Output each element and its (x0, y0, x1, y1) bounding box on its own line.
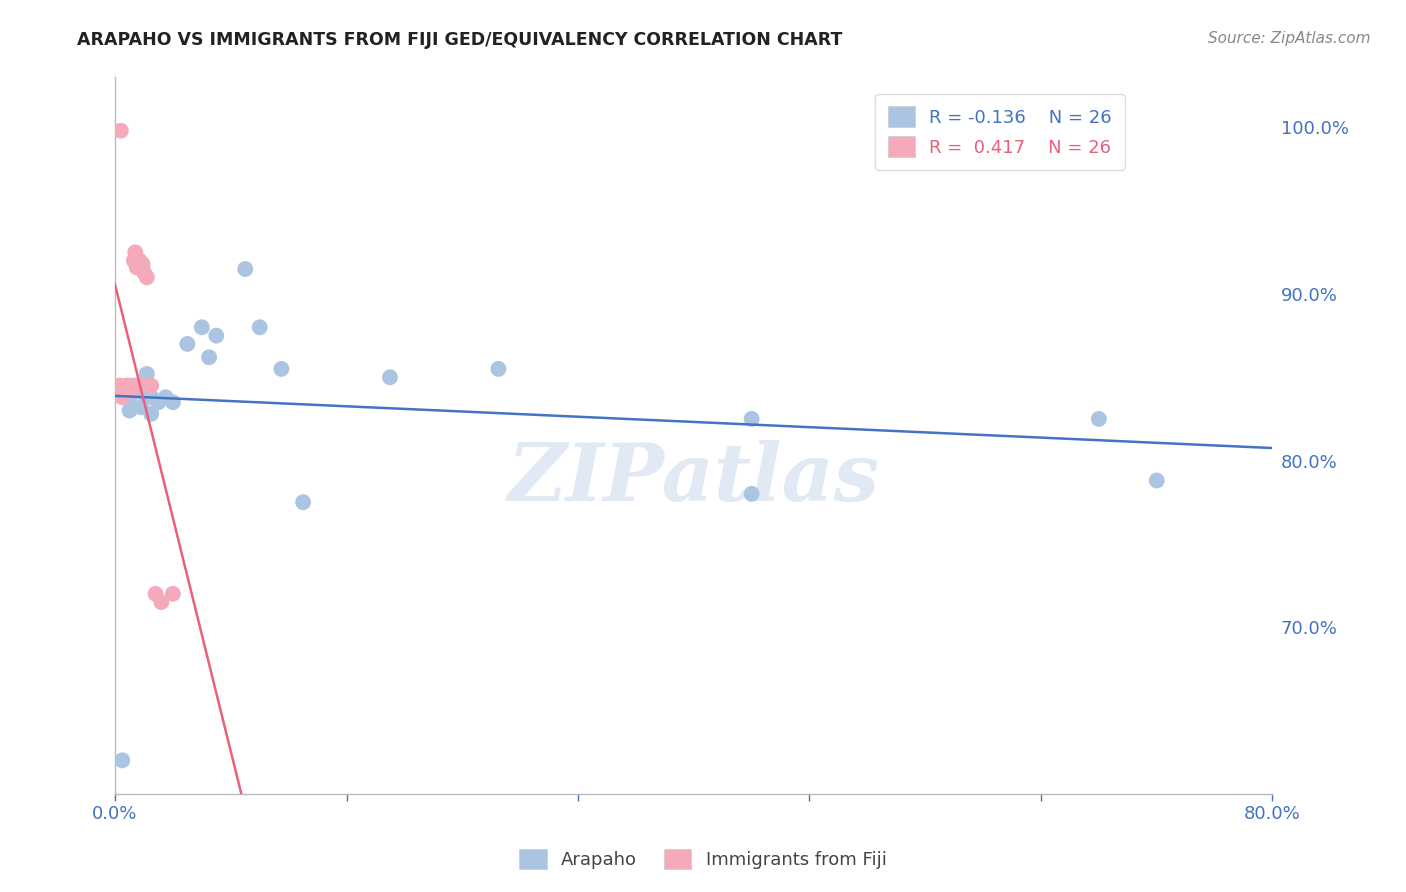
Point (162, 395, 184, 409)
Point (110, 124, 132, 138)
Point (249, 320, 271, 334)
Point (141, 407, 163, 421)
Point (131, 257, 153, 271)
Point (270, 362, 292, 376)
Point (117, 384, 139, 398)
Point (378, 370, 401, 384)
Legend: R = -0.136    N = 26, R =  0.417    N = 26: R = -0.136 N = 26, R = 0.417 N = 26 (875, 94, 1125, 169)
Point (141, 378, 163, 392)
Point (741, 412, 763, 426)
Legend: Arapaho, Immigrants from Fiji: Arapaho, Immigrants from Fiji (510, 839, 896, 879)
Point (125, 378, 148, 392)
Point (132, 387, 155, 401)
Point (155, 390, 177, 404)
Point (488, 362, 510, 376)
Point (129, 378, 152, 392)
Point (118, 403, 141, 417)
Point (145, 587, 167, 601)
Point (135, 367, 157, 381)
Point (162, 587, 184, 601)
Point (205, 328, 228, 343)
Point (121, 378, 143, 392)
Point (128, 253, 150, 268)
Point (127, 378, 149, 392)
Point (150, 595, 173, 609)
Point (292, 495, 315, 509)
Point (741, 487, 763, 501)
Point (118, 378, 141, 392)
Text: ARAPAHO VS IMMIGRANTS FROM FIJI GED/EQUIVALENCY CORRELATION CHART: ARAPAHO VS IMMIGRANTS FROM FIJI GED/EQUI… (77, 31, 842, 49)
Point (115, 382, 138, 396)
Point (148, 395, 170, 409)
Point (120, 384, 142, 398)
Point (233, 262, 256, 277)
Point (135, 270, 157, 285)
Point (1088, 412, 1111, 426)
Point (129, 401, 152, 415)
Point (191, 320, 214, 334)
Point (132, 265, 155, 279)
Text: ZIPatlas: ZIPatlas (508, 440, 880, 517)
Point (198, 351, 221, 365)
Point (125, 260, 148, 275)
Point (176, 337, 198, 351)
Point (108, 378, 131, 392)
Point (141, 390, 163, 404)
Point (115, 378, 138, 392)
Point (112, 387, 135, 401)
Point (111, 753, 134, 767)
Point (112, 382, 135, 396)
Point (111, 390, 134, 404)
Text: Source: ZipAtlas.com: Source: ZipAtlas.com (1208, 31, 1371, 46)
Point (1146, 474, 1168, 488)
Point (118, 382, 141, 396)
Point (124, 245, 146, 260)
Point (122, 253, 145, 268)
Point (114, 384, 136, 398)
Point (118, 390, 141, 404)
